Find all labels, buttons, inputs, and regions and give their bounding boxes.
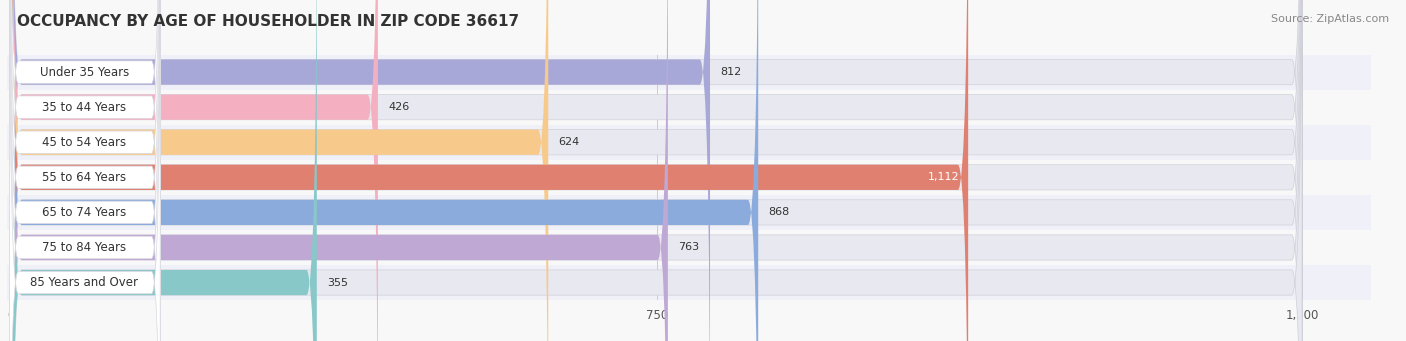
Text: OCCUPANCY BY AGE OF HOUSEHOLDER IN ZIP CODE 36617: OCCUPANCY BY AGE OF HOUSEHOLDER IN ZIP C… <box>17 14 519 29</box>
Text: 812: 812 <box>720 67 741 77</box>
FancyBboxPatch shape <box>11 0 1302 341</box>
Text: Under 35 Years: Under 35 Years <box>39 65 129 78</box>
Bar <box>7 195 1371 230</box>
Text: Source: ZipAtlas.com: Source: ZipAtlas.com <box>1271 14 1389 24</box>
FancyBboxPatch shape <box>11 0 1302 341</box>
Text: 426: 426 <box>388 102 409 112</box>
FancyBboxPatch shape <box>11 0 1302 341</box>
Text: 65 to 74 Years: 65 to 74 Years <box>42 206 127 219</box>
FancyBboxPatch shape <box>10 0 160 341</box>
Bar <box>7 230 1371 265</box>
Text: 624: 624 <box>558 137 579 147</box>
Bar <box>7 90 1371 125</box>
FancyBboxPatch shape <box>10 0 160 341</box>
FancyBboxPatch shape <box>11 0 1302 341</box>
Bar <box>7 125 1371 160</box>
Text: 85 Years and Over: 85 Years and Over <box>31 276 138 289</box>
Text: 35 to 44 Years: 35 to 44 Years <box>42 101 127 114</box>
FancyBboxPatch shape <box>11 0 668 341</box>
Text: 55 to 64 Years: 55 to 64 Years <box>42 171 127 184</box>
FancyBboxPatch shape <box>10 0 160 341</box>
Text: 763: 763 <box>678 242 699 252</box>
FancyBboxPatch shape <box>11 0 316 341</box>
FancyBboxPatch shape <box>11 0 1302 341</box>
FancyBboxPatch shape <box>11 0 1302 341</box>
Text: 75 to 84 Years: 75 to 84 Years <box>42 241 127 254</box>
Bar <box>7 55 1371 90</box>
Text: 1,112: 1,112 <box>928 172 959 182</box>
Bar <box>7 160 1371 195</box>
FancyBboxPatch shape <box>10 0 160 341</box>
FancyBboxPatch shape <box>10 0 160 341</box>
FancyBboxPatch shape <box>11 0 378 341</box>
FancyBboxPatch shape <box>11 0 1302 341</box>
FancyBboxPatch shape <box>11 0 548 341</box>
FancyBboxPatch shape <box>11 0 710 341</box>
Text: 45 to 54 Years: 45 to 54 Years <box>42 136 127 149</box>
Text: 868: 868 <box>769 207 790 218</box>
Bar <box>7 265 1371 300</box>
FancyBboxPatch shape <box>10 0 160 341</box>
Text: 355: 355 <box>328 278 349 287</box>
FancyBboxPatch shape <box>10 0 160 341</box>
FancyBboxPatch shape <box>11 0 969 341</box>
FancyBboxPatch shape <box>11 0 758 341</box>
